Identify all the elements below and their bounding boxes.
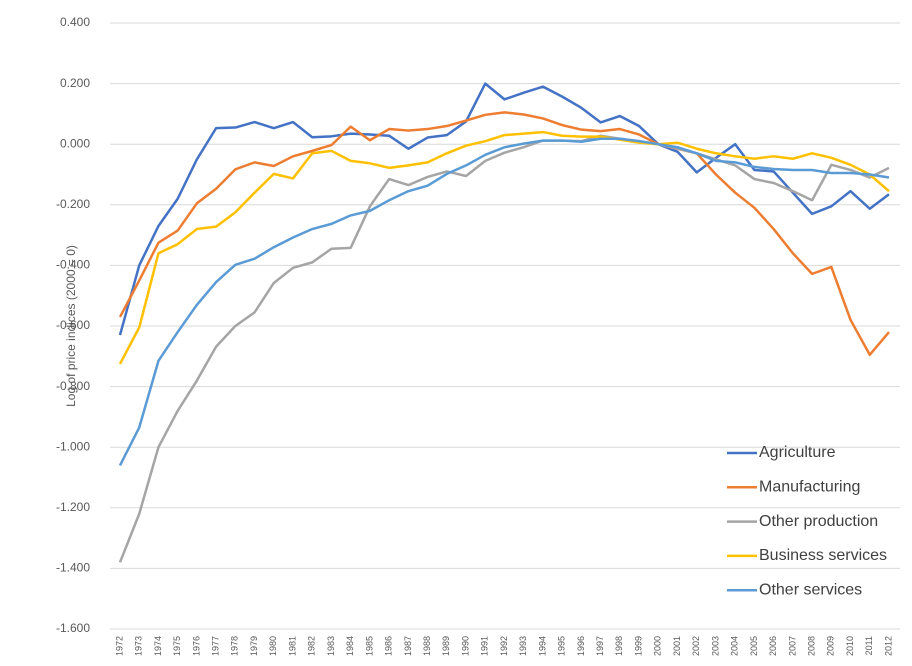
x-tick-label: 2008 — [806, 636, 816, 656]
x-tick-label: 2012 — [883, 636, 893, 656]
x-tick-label: 1978 — [230, 636, 240, 656]
x-tick-label: 1993 — [518, 636, 528, 656]
x-tick-label: 2000 — [653, 636, 663, 656]
y-tick-label: -1.000 — [56, 439, 90, 453]
x-tick-label: 1973 — [134, 636, 144, 656]
x-tick-label: 1972 — [114, 636, 124, 656]
x-tick-label: 1995 — [557, 636, 567, 656]
x-tick-label: 1985 — [364, 636, 374, 656]
legend-label: Agriculture — [759, 444, 836, 461]
x-tick-label: 1977 — [211, 636, 221, 656]
x-tick-label: 2001 — [672, 636, 682, 656]
x-tick-label: 1980 — [268, 636, 278, 656]
line-series — [118, 82, 890, 336]
y-tick-label: -1.200 — [56, 500, 90, 514]
x-tick-label: 1988 — [422, 636, 432, 656]
legend-label: Other services — [759, 581, 862, 598]
legend-label: Other production — [759, 513, 878, 530]
y-tick-label: 0.200 — [60, 76, 90, 90]
x-tick-label: 2007 — [787, 636, 797, 656]
line-series — [118, 134, 890, 563]
x-tick-label: 1991 — [480, 636, 490, 656]
line-series — [118, 137, 890, 466]
x-tick-label: 1979 — [249, 636, 259, 656]
legend-label: Business services — [759, 547, 887, 564]
x-tick-label: 2002 — [691, 636, 701, 656]
y-axis-label: Log of price indices (2000 = 0) — [64, 245, 78, 407]
x-tick-label: 2009 — [826, 636, 836, 656]
x-tick-label: 2005 — [749, 636, 759, 656]
x-tick-label: 2010 — [845, 636, 855, 656]
y-tick-label: -0.800 — [56, 379, 90, 393]
y-tick-label: -1.400 — [56, 561, 90, 575]
y-tick-label: -1.600 — [56, 621, 90, 635]
line-series — [118, 111, 890, 357]
x-tick-label: 1974 — [153, 636, 163, 656]
y-tick-label: -0.600 — [56, 318, 90, 332]
x-tick-label: 1987 — [403, 636, 413, 656]
y-tick-label: -0.400 — [56, 258, 90, 272]
line-series — [118, 130, 890, 365]
x-tick-label: 1983 — [326, 636, 336, 656]
y-tick-label: -0.200 — [56, 197, 90, 211]
x-tick-label: 1990 — [460, 636, 470, 656]
x-tick-label: 1999 — [633, 636, 643, 656]
x-tick-label: 1984 — [345, 636, 355, 656]
x-tick-label: 2004 — [730, 636, 740, 656]
x-tick-label: 2006 — [768, 636, 778, 656]
legend-label: Manufacturing — [759, 479, 860, 496]
x-tick-label: 1975 — [172, 636, 182, 656]
x-tick-label: 1986 — [384, 636, 394, 656]
x-tick-label: 1996 — [576, 636, 586, 656]
x-tick-label: 1992 — [499, 636, 509, 656]
x-tick-label: 1994 — [537, 636, 547, 656]
x-tick-label: 2011 — [864, 636, 874, 655]
x-tick-label: 1998 — [614, 636, 624, 656]
x-tick-label: 1981 — [287, 636, 297, 656]
x-tick-label: 1982 — [307, 636, 317, 656]
x-tick-label: 2003 — [710, 636, 720, 656]
y-tick-label: 0.400 — [60, 15, 90, 29]
x-tick-label: 1976 — [191, 636, 201, 656]
x-tick-label: 1989 — [441, 636, 451, 656]
x-tick-label: 1997 — [595, 636, 605, 656]
y-tick-label: 0.000 — [60, 136, 90, 150]
